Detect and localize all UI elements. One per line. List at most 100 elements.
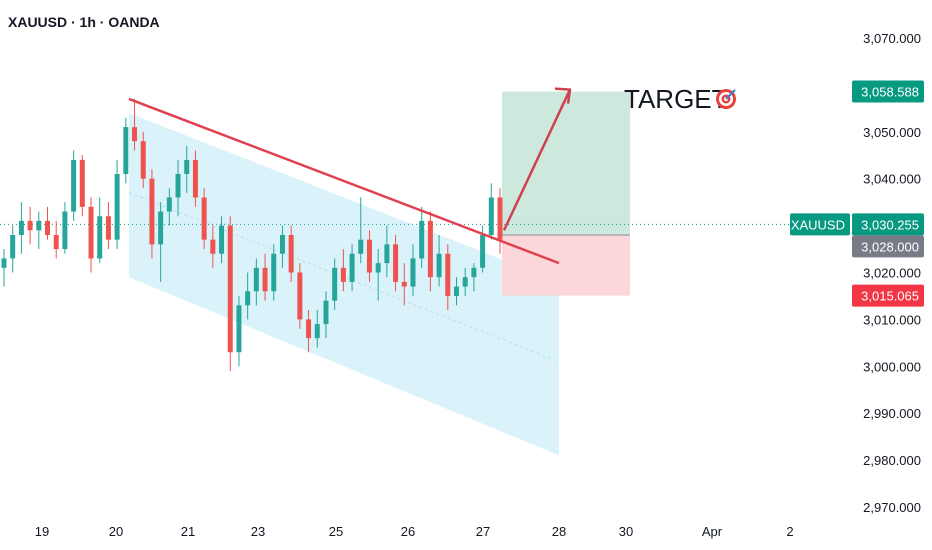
candle[interactable]	[192, 150, 198, 207]
profit-zone[interactable]	[502, 91, 630, 235]
candle[interactable]	[149, 169, 155, 259]
candle-body	[45, 220, 51, 235]
last-price-badge-text: 3,030.255	[861, 217, 919, 232]
target-price-badge[interactable]: 3,058.588	[852, 80, 924, 103]
candle[interactable]	[18, 202, 24, 254]
price-badges: 3,058.588 XAUUSD 3,030.255 3,028.000 3,015.0…	[790, 80, 924, 307]
candle[interactable]	[462, 267, 468, 296]
candle[interactable]	[140, 131, 146, 189]
candle-body	[358, 239, 364, 254]
candle[interactable]	[245, 272, 251, 320]
candle[interactable]	[419, 206, 425, 268]
candle-body	[201, 197, 207, 240]
target-price-badge-bg	[852, 80, 924, 103]
candle[interactable]	[488, 183, 494, 240]
candle[interactable]	[262, 253, 268, 301]
candle[interactable]	[366, 230, 372, 282]
candle[interactable]	[314, 310, 320, 348]
candle-body	[79, 159, 85, 207]
candle[interactable]	[340, 249, 346, 292]
time-tick-label: 25	[329, 524, 343, 539]
candle-body	[427, 220, 433, 278]
candle-body	[62, 211, 68, 250]
candle[interactable]	[1, 249, 7, 287]
loss-zone[interactable]	[502, 234, 630, 296]
last-price-badge[interactable]: 3,030.255	[852, 213, 924, 236]
candle-body	[1, 258, 7, 268]
candle[interactable]	[97, 197, 103, 264]
candle[interactable]	[445, 244, 451, 311]
target-arrow[interactable]	[502, 89, 572, 231]
candle[interactable]	[45, 206, 51, 240]
candle[interactable]	[471, 263, 477, 292]
candles	[1, 98, 503, 371]
price-axis: 3,070.0003,060.0003,050.0003,040.0003,03…	[863, 31, 921, 515]
candle[interactable]	[358, 197, 364, 264]
candle-body	[393, 244, 399, 282]
candle-body	[375, 263, 381, 273]
candle[interactable]	[253, 258, 259, 306]
candle[interactable]	[114, 159, 120, 250]
candle-body	[192, 159, 198, 198]
candle[interactable]	[132, 98, 138, 151]
chart-title: XAUUSD · 1h · OANDA	[8, 14, 160, 30]
candle[interactable]	[401, 263, 407, 306]
drawings: TARGET	[128, 84, 736, 265]
price-tick-label: 3,070.000	[863, 31, 921, 46]
candle[interactable]	[158, 202, 164, 282]
symbol-badge-text: XAUUSD	[791, 217, 845, 232]
candle[interactable]	[71, 150, 77, 221]
stop-price-badge-text: 3,015.065	[861, 289, 919, 304]
candle[interactable]	[332, 258, 338, 311]
candle-body	[471, 267, 477, 278]
resistance-trendline[interactable]	[128, 97, 560, 265]
candle[interactable]	[53, 220, 59, 259]
candle[interactable]	[427, 211, 433, 292]
candle[interactable]	[236, 295, 242, 367]
candle[interactable]	[227, 216, 233, 371]
candle[interactable]	[288, 225, 294, 282]
candle[interactable]	[436, 234, 442, 287]
candle[interactable]	[453, 277, 459, 306]
last-price-badge-bg	[852, 213, 924, 236]
price-tick-label: 3,020.000	[863, 266, 921, 281]
candle[interactable]	[105, 202, 111, 250]
candle[interactable]	[393, 234, 399, 292]
candle[interactable]	[306, 310, 312, 353]
candle[interactable]	[62, 202, 68, 254]
candle[interactable]	[279, 225, 285, 268]
stop-price-badge[interactable]: 3,015.065	[852, 284, 924, 307]
candle[interactable]	[27, 206, 33, 245]
candle[interactable]	[497, 188, 503, 254]
candle[interactable]	[166, 188, 172, 226]
candle-body	[314, 324, 320, 339]
candle[interactable]	[323, 291, 329, 339]
time-tick-label: 19	[35, 524, 49, 539]
candle[interactable]	[79, 155, 85, 217]
candle-body	[166, 197, 172, 212]
candle-body	[184, 159, 190, 175]
candle[interactable]	[384, 225, 390, 278]
price-tick-label: 3,040.000	[863, 172, 921, 187]
candle[interactable]	[36, 211, 42, 250]
symbol-badge[interactable]: XAUUSD	[790, 213, 850, 236]
target-icon	[716, 89, 736, 109]
price-tick-label: 3,010.000	[863, 312, 921, 327]
candle-body	[253, 267, 259, 292]
candle[interactable]	[184, 145, 190, 193]
price-tick-label: 3,000.000	[863, 359, 921, 374]
candle[interactable]	[375, 249, 381, 301]
candle[interactable]	[10, 225, 16, 273]
candle[interactable]	[297, 263, 303, 329]
candle[interactable]	[349, 244, 355, 292]
candle[interactable]	[210, 225, 216, 268]
candle[interactable]	[219, 216, 225, 264]
candle[interactable]	[175, 159, 181, 217]
entry-price-badge[interactable]: 3,028.000	[852, 235, 924, 258]
candle[interactable]	[410, 244, 416, 296]
candle[interactable]	[88, 197, 94, 273]
candle[interactable]	[123, 117, 129, 184]
candle[interactable]	[271, 244, 277, 301]
candle[interactable]	[201, 188, 207, 250]
